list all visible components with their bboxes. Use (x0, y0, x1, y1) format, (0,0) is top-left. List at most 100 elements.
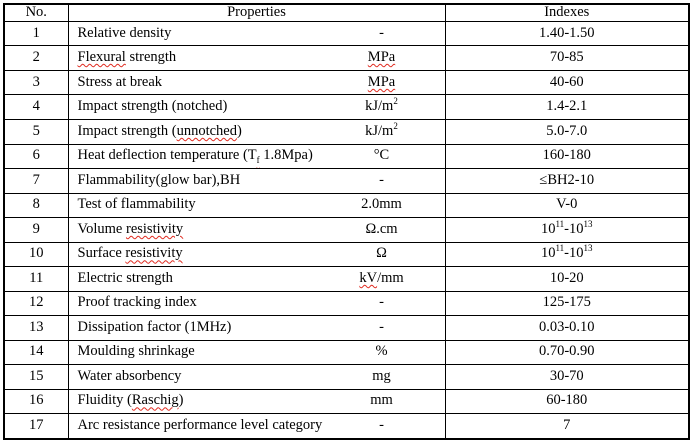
property-name-text: resistivity (125, 220, 184, 237)
property-name-text: Fluidity ( (77, 392, 132, 409)
row-number-cell: 3 (3, 69, 69, 96)
index-value-text: 7 (563, 417, 571, 434)
property-name-text: resistivity (125, 245, 183, 262)
property-unit-text: - (379, 294, 384, 311)
property-unit-text: - (379, 171, 384, 188)
properties-table: No. Properties Indexes 1 Relative density… (3, 3, 690, 440)
index-value-text: 0.03-0.10 (538, 318, 595, 335)
property-unit: mm (327, 392, 437, 409)
index-value-text: 13 (583, 219, 593, 230)
property-unit: kV/mm (327, 269, 437, 287)
header-row: No. Properties Indexes (3, 3, 690, 22)
row-number-cell: 15 (3, 364, 69, 390)
property-cell: Volume resistivity Ω.cm (67, 217, 446, 243)
property-cell: Flammability(glow bar),BH - (67, 168, 446, 194)
index-value-cell: V-0 (444, 192, 690, 219)
property-name: Heat deflection temperature (Tf 1.8Mpa) (69, 147, 313, 166)
index-value-text: 30-70 (549, 367, 584, 384)
property-name-text: Proof tracking index (77, 294, 197, 311)
column-header-indexes: Indexes (444, 3, 690, 22)
property-name: Flammability(glow bar),BH (69, 171, 241, 189)
index-value-cell: 1011-1013 (444, 217, 690, 243)
property-cell: Test of flammability 2.0mm (67, 192, 446, 219)
property-name: Proof tracking index (69, 294, 197, 311)
property-name: Fluidity (Raschig) (69, 392, 184, 409)
property-row-content: Fluidity (Raschig) mm (69, 392, 444, 409)
property-unit-text: - (379, 318, 384, 335)
property-name-text: Flammability(glow bar),BH (77, 171, 241, 188)
table-row: 16 Fluidity (Raschig) mm 60-180 (3, 388, 690, 415)
index-value-text: -10 (564, 220, 584, 237)
property-unit-text: MPa (367, 73, 396, 90)
index-value-text: 0.70-0.90 (538, 343, 595, 360)
property-name-text: Volume (77, 220, 126, 237)
property-name-text: Surface (77, 245, 126, 262)
property-row-content: Impact strength (unnotched) kJ/m2 (69, 121, 444, 140)
property-unit-text: mm (370, 392, 393, 409)
property-name: Dissipation factor (1MHz) (69, 319, 232, 336)
row-number-cell: 8 (3, 192, 69, 219)
property-name: Moulding shrinkage (69, 343, 195, 360)
index-value-cell: 160-180 (444, 143, 690, 170)
row-number-cell: 6 (3, 143, 69, 170)
row-number-cell: 14 (3, 339, 69, 366)
index-value-cell: 40-60 (444, 69, 690, 96)
index-value-cell: 1011-1013 (444, 241, 690, 268)
property-row-content: Test of flammability 2.0mm (69, 196, 444, 213)
property-name: Test of flammability (69, 196, 196, 213)
property-unit-text: MPa (367, 49, 396, 66)
index-value-cell: 10-20 (444, 266, 690, 292)
property-name-text: Flexural (77, 49, 126, 66)
property-unit: Ω (327, 245, 437, 262)
property-name-text: strength (125, 49, 177, 66)
table-row: 5 Impact strength (unnotched) kJ/m2 5.0-7.0 (3, 119, 690, 145)
property-unit: % (327, 343, 437, 360)
property-unit-text: 2 (393, 96, 398, 107)
property-row-content: Water absorbency mg (69, 367, 444, 385)
property-unit: MPa (327, 73, 437, 91)
property-row-content: Volume resistivity Ω.cm (69, 220, 444, 238)
property-cell: Stress at break MPa (67, 69, 446, 96)
column-header-properties: Properties (67, 3, 446, 22)
index-value-text: 1.40-1.50 (538, 24, 595, 41)
property-row-content: Dissipation factor (1MHz) - (69, 318, 444, 336)
property-unit-text: 2.0mm (361, 196, 402, 213)
index-value-text: 125-175 (542, 294, 591, 311)
index-value-text: V-0 (556, 196, 578, 213)
property-row-content: Heat deflection temperature (Tf 1.8Mpa) °… (69, 147, 444, 166)
index-value-text: ≤BH2-10 (539, 171, 595, 188)
property-name-text: Electric strength (77, 269, 173, 286)
property-unit-text: kV (359, 269, 378, 286)
property-unit: MPa (327, 49, 437, 66)
property-unit: - (327, 171, 437, 189)
property-cell: Electric strength kV/mm (67, 266, 446, 292)
property-unit-text: kJ/m (365, 122, 394, 139)
row-number-cell: 2 (3, 45, 69, 71)
index-value-cell: ≤BH2-10 (444, 168, 690, 194)
index-value-text: 60-180 (546, 392, 588, 409)
property-cell: Heat deflection temperature (Tf 1.8Mpa) °… (67, 143, 446, 170)
property-name: Relative density (69, 25, 172, 42)
property-name: Flexural strength (69, 49, 177, 66)
table-row: 15 Water absorbency mg 30-70 (3, 364, 690, 390)
property-row-content: Stress at break MPa (69, 73, 444, 91)
table-row: 14 Moulding shrinkage% 0.70-0.90 (3, 339, 690, 366)
table-row: 8 Test of flammability 2.0mm V-0 (3, 192, 690, 219)
table-row: 4 Impact strength (notched) kJ/m2 1.4-2.1 (3, 94, 690, 120)
property-unit-text: % (375, 343, 388, 360)
index-value-text: 11 (555, 219, 565, 230)
row-number-cell: 7 (3, 168, 69, 194)
property-unit: 2.0mm (327, 196, 437, 213)
property-unit-text: Ω (376, 245, 387, 262)
property-unit-text: mg (372, 367, 391, 384)
property-name: Stress at break (69, 74, 163, 91)
property-row-content: Relative density - (69, 25, 444, 42)
property-unit-text: Ω.cm (365, 220, 398, 237)
table-row: 3 Stress at break MPa 40-60 (3, 69, 690, 96)
row-number-cell: 12 (3, 290, 69, 317)
table-row: 12 Proof tracking index - 125-175 (3, 290, 690, 317)
property-name-text: f (256, 155, 260, 166)
property-unit: kJ/m2 (327, 121, 437, 140)
row-number-cell: 16 (3, 388, 69, 415)
property-name-text: unnotched (176, 122, 237, 139)
